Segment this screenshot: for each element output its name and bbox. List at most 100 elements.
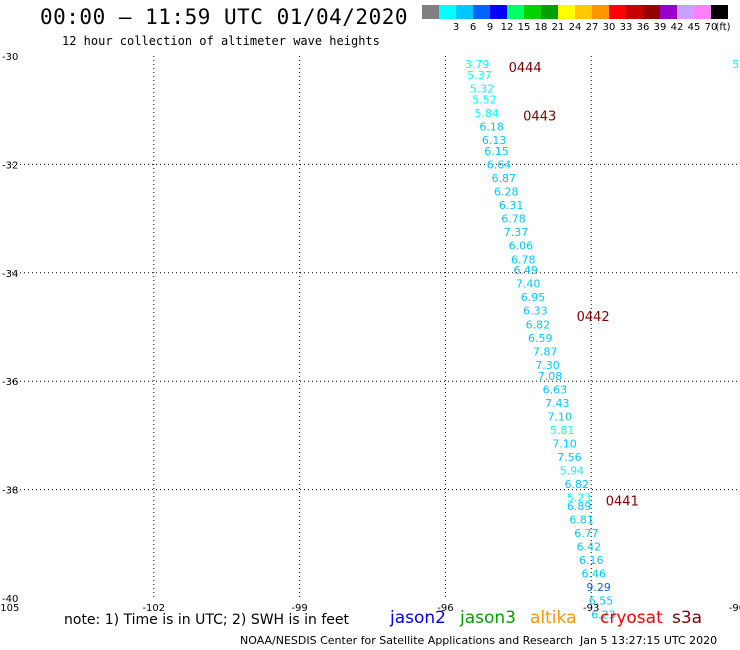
legend-swatch — [524, 5, 541, 19]
wave-height-value: 7.30 — [535, 359, 560, 372]
x-tick-label: -105 — [0, 603, 19, 614]
time-label: 0444 — [509, 61, 542, 76]
wave-height-value: 5 — [732, 58, 739, 71]
wave-height-value: 7.40 — [516, 278, 541, 291]
wave-height-value: 6.33 — [523, 305, 548, 318]
satellite-jason2: jason2 — [390, 608, 446, 628]
wave-height-value: 6.18 — [479, 120, 504, 133]
legend-label: 18 — [534, 22, 548, 33]
wave-height-value: 5.94 — [560, 465, 585, 478]
wave-height-value: 7.43 — [545, 397, 570, 410]
legend-swatch — [490, 5, 507, 19]
x-tick-label: -102 — [142, 603, 165, 614]
wave-height-value: 6.77 — [574, 527, 599, 540]
wave-height-value: 7.56 — [557, 451, 582, 464]
legend-swatch — [558, 5, 575, 19]
timestamp-text: Jan 5 13:27:15 UTC 2020 — [580, 634, 718, 647]
wave-height-value: 6.87 — [492, 172, 517, 185]
wave-height-value: 6.78 — [511, 253, 536, 266]
y-tick-label: -36 — [2, 377, 18, 388]
wave-height-value: 6.81 — [569, 513, 594, 526]
wave-height-value: 6.63 — [543, 383, 568, 396]
chart-subtitle: 12 hour collection of altimeter wave hei… — [62, 34, 380, 48]
satellite-s3a: s3a — [672, 608, 703, 628]
legend-swatch — [541, 5, 558, 19]
wave-height-value: 6.82 — [526, 318, 551, 331]
x-tick-label: -90 — [729, 603, 740, 614]
satellite-altika: altika — [530, 608, 577, 628]
wave-height-value: 7.10 — [552, 438, 577, 451]
legend-label: 27 — [585, 22, 599, 33]
time-label: 0442 — [577, 310, 610, 325]
legend-label: 42 — [670, 22, 684, 33]
wave-height-value: 6.78 — [501, 213, 526, 226]
wave-height-value: 5.84 — [475, 107, 500, 120]
legend-label: 9 — [486, 22, 494, 33]
wave-height-value: 6.55 — [589, 595, 614, 608]
wave-height-value: 6.64 — [487, 158, 512, 171]
wave-height-value: 5.52 — [472, 93, 497, 106]
legend-swatch — [660, 5, 677, 19]
legend-label: 45 — [687, 22, 701, 33]
legend-swatch — [456, 5, 473, 19]
legend-swatch — [575, 5, 592, 19]
y-tick-label: -40 — [2, 594, 18, 605]
legend-label: 39 — [653, 22, 667, 33]
wave-height-value: 7.37 — [504, 226, 528, 239]
wave-height-value: 9.29 — [586, 581, 611, 594]
legend-swatch — [643, 5, 660, 19]
wave-height-value: 6.28 — [494, 186, 519, 199]
wave-height-value: 6.23 — [591, 608, 616, 621]
legend-label: 21 — [551, 22, 565, 33]
wave-height-value: 6.46 — [581, 568, 606, 581]
legend-swatch — [626, 5, 643, 19]
time-label: 0441 — [606, 494, 639, 509]
legend-swatch — [592, 5, 609, 19]
legend-swatch — [439, 5, 456, 19]
wave-height-value: 6.13 — [482, 134, 507, 147]
x-tick-label: -96 — [437, 603, 453, 614]
legend-label: 70 — [704, 22, 718, 33]
wave-height-value: 6.59 — [528, 332, 553, 345]
wave-height-value: 6.95 — [521, 291, 546, 304]
wave-height-value: 6.16 — [579, 554, 604, 567]
legend-swatch — [677, 5, 694, 19]
legend-swatch — [694, 5, 711, 19]
legend-swatch — [711, 5, 728, 19]
footnote: note: 1) Time is in UTC; 2) SWH is in fe… — [64, 612, 350, 628]
wave-height-value: 3.79 — [465, 58, 490, 71]
satellite-cryosat: cryosat — [600, 608, 663, 628]
credit-text: NOAA/NESDIS Center for Satellite Applica… — [240, 634, 574, 647]
y-tick-label: -34 — [2, 269, 18, 280]
legend-unit: (ft) — [715, 22, 731, 33]
wave-height-value: 6.49 — [513, 264, 538, 277]
legend-swatch — [422, 5, 439, 19]
wave-height-value: 6.31 — [499, 199, 524, 212]
wave-height-value: 7.10 — [547, 410, 572, 423]
x-tick-label: -99 — [291, 603, 307, 614]
wave-height-value: 7.08 — [538, 370, 563, 383]
y-tick-label: -30 — [2, 52, 18, 63]
legend-label: 15 — [517, 22, 531, 33]
y-tick-label: -38 — [2, 486, 18, 497]
wave-height-value: 5.37 — [467, 69, 492, 82]
legend-label: 30 — [602, 22, 616, 33]
wave-height-value: 7.87 — [533, 345, 558, 358]
wave-height-value: 5.23 — [567, 492, 592, 505]
wave-height-value: 6.82 — [564, 478, 589, 491]
legend-label: 3 — [452, 22, 460, 33]
x-tick-label: -93 — [583, 603, 599, 614]
wave-height-value: 6.06 — [509, 240, 533, 253]
wave-height-value: 5.81 — [550, 424, 575, 437]
legend-swatch — [473, 5, 490, 19]
satellite-jason3: jason3 — [460, 608, 516, 628]
legend-label: 36 — [636, 22, 650, 33]
legend-label: 33 — [619, 22, 633, 33]
time-label: 0443 — [523, 110, 556, 125]
legend-label: 12 — [500, 22, 514, 33]
wave-height-value: 6.15 — [484, 145, 509, 158]
legend-label: 6 — [469, 22, 477, 33]
wave-height-value: 6.89 — [567, 500, 592, 513]
legend-swatch — [507, 5, 524, 19]
